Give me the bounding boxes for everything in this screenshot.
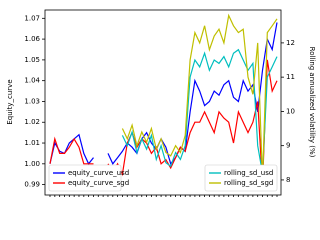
y-tick-label: 0.99 (24, 181, 40, 189)
y2-tick-label: 11 (286, 73, 295, 81)
y2-tick-label: 10 (286, 107, 295, 115)
legend-label: rolling_sd_sgd (224, 179, 273, 187)
y-tick-label: 1.07 (24, 14, 40, 22)
legend-label: rolling_sd_usd (224, 169, 273, 177)
y-tick-label: 1.04 (24, 77, 40, 85)
plot-frame (44, 9, 282, 196)
y2-tick-label: 9 (286, 142, 290, 150)
series-line (49, 22, 278, 166)
y-tick-label: 1.05 (24, 56, 40, 64)
y2-axis-label: Rolling annualized volatility (%) (308, 47, 316, 158)
y-tick-label: 1.06 (24, 35, 40, 43)
series-line (121, 48, 278, 174)
page: {"chart_data": {"type": "line", "y_label… (6, 9, 316, 197)
y2-tick-label: 8 (286, 176, 290, 184)
legend-label: equity_curve_sgd (68, 179, 129, 187)
y-axis-label: Equity_curve (6, 79, 14, 124)
y-tick-label: 1.02 (24, 118, 40, 126)
y2-tick-label: 12 (286, 39, 295, 47)
series-line (121, 13, 278, 180)
y-tick-label: 1.03 (24, 97, 40, 105)
legend-box (48, 164, 122, 192)
chart: Equity_curve Rolling annualized volatili… (6, 9, 316, 197)
legend-label: equity_curve_usd (68, 169, 129, 177)
y-tick-label: 1.01 (24, 139, 40, 147)
legend-box (204, 164, 278, 192)
y-tick-label: 1.00 (24, 160, 40, 168)
